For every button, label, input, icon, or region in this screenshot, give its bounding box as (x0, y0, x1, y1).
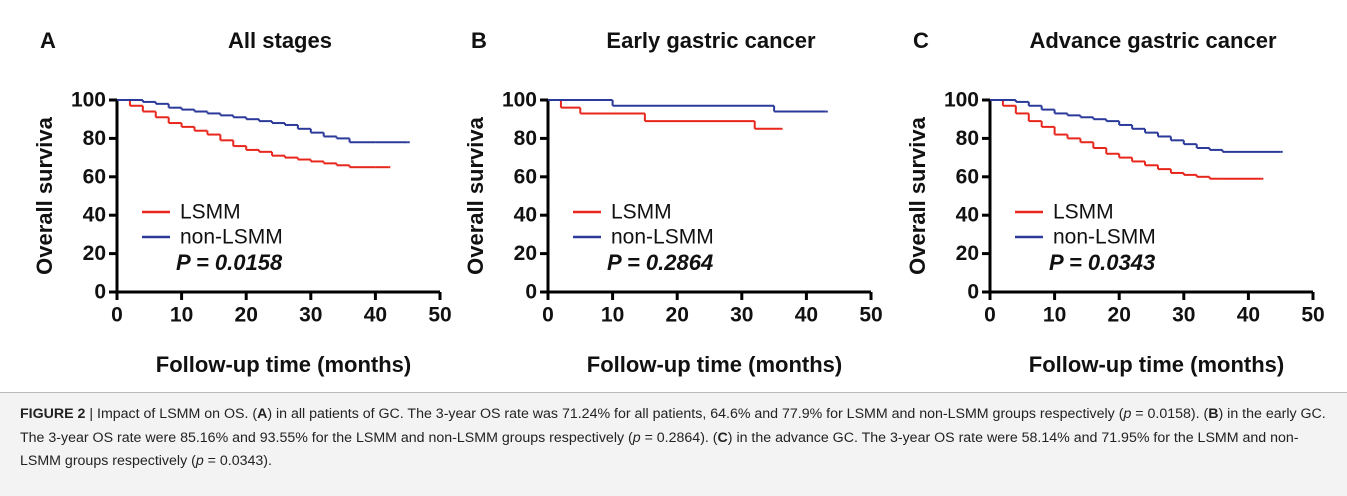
caption-text: B (1208, 406, 1219, 422)
caption-text: ) in the advance GC. The 3-year OS rate … (20, 429, 1299, 470)
y-axis-label: Overall surviva (32, 116, 57, 275)
y-tick-label: 0 (525, 281, 537, 304)
x-tick-label: 20 (666, 304, 689, 327)
x-tick-label: 40 (795, 304, 818, 327)
y-tick-label: 80 (83, 127, 106, 150)
x-tick-label: 40 (1237, 304, 1260, 327)
x-tick-label: 40 (364, 304, 387, 327)
caption: FIGURE 2 | Impact of LSMM on OS. (A) in … (0, 392, 1347, 496)
caption-text: = 0.2864). ( (640, 429, 718, 446)
legend-label: non-LSMM (1053, 226, 1156, 249)
y-tick-label: 40 (83, 204, 106, 227)
legend-label: LSMM (1053, 201, 1114, 224)
x-tick-label: 30 (730, 304, 753, 327)
panel-label: A (40, 28, 56, 53)
caption-text: A (257, 406, 268, 422)
y-tick-label: 100 (502, 89, 537, 112)
legend-label: non-LSMM (180, 226, 283, 249)
x-tick-label: 10 (170, 304, 193, 327)
x-tick-label: 0 (984, 304, 996, 327)
legend-label: LSMM (611, 201, 672, 224)
y-tick-label: 60 (83, 165, 106, 188)
y-tick-label: 20 (956, 242, 979, 265)
p-value: P = 0.2864 (607, 250, 713, 275)
p-value: P = 0.0158 (176, 250, 283, 275)
legend-label: LSMM (180, 201, 241, 224)
x-tick-label: 50 (859, 304, 882, 327)
y-tick-label: 100 (71, 89, 106, 112)
figure: A All stages Overall surviva Follow-up time… (32, 28, 1325, 377)
caption-text: ) in the early GC. The 3-year OS rate we… (20, 406, 1326, 446)
x-tick-label: 0 (111, 304, 123, 327)
caption-text: = 0.0158). ( (1131, 406, 1209, 422)
y-tick-label: 100 (944, 89, 979, 112)
chart-title: Early gastric cancer (606, 28, 816, 53)
y-tick-label: 80 (514, 127, 537, 150)
legend-label: non-LSMM (611, 226, 714, 249)
caption-text: p (632, 429, 641, 446)
y-tick-label: 0 (967, 281, 979, 304)
y-tick-label: 60 (514, 165, 537, 188)
y-tick-label: 40 (956, 204, 979, 227)
x-tick-label: 50 (1301, 304, 1324, 327)
panel-label: C (913, 28, 929, 53)
chart-title: Advance gastric cancer (1029, 28, 1276, 53)
caption-text: p (195, 453, 204, 469)
x-tick-label: 10 (601, 304, 624, 327)
chart-title: All stages (228, 28, 332, 53)
caption-text: C (717, 429, 728, 446)
caption-text: p (1123, 406, 1132, 422)
x-axis-label: Follow-up time (months) (156, 352, 411, 377)
x-axis-label: Follow-up time (months) (587, 352, 842, 377)
y-tick-label: 40 (514, 204, 537, 227)
x-tick-label: 20 (235, 304, 258, 327)
panel-label: B (471, 28, 487, 53)
y-tick-label: 80 (956, 127, 979, 150)
y-axis-label: Overall surviva (905, 116, 930, 275)
caption-text: | Impact of LSMM on OS. ( (85, 406, 258, 422)
x-tick-label: 30 (299, 304, 322, 327)
y-tick-label: 60 (956, 165, 979, 188)
x-axis-label: Follow-up time (months) (1029, 352, 1284, 377)
x-tick-label: 50 (428, 304, 451, 327)
caption-text: ) in all patients of GC. The 3-year OS r… (267, 406, 1124, 422)
x-tick-label: 30 (1172, 304, 1195, 327)
y-tick-label: 0 (94, 281, 106, 304)
x-tick-label: 0 (542, 304, 554, 327)
caption-text: = 0.0343). (203, 453, 272, 469)
p-value: P = 0.0343 (1049, 250, 1155, 275)
caption-label: FIGURE 2 (20, 406, 86, 422)
x-tick-label: 10 (1043, 304, 1066, 327)
x-tick-label: 20 (1108, 304, 1131, 327)
y-tick-label: 20 (83, 242, 106, 265)
y-tick-label: 20 (514, 242, 537, 265)
y-axis-label: Overall surviva (463, 116, 488, 275)
